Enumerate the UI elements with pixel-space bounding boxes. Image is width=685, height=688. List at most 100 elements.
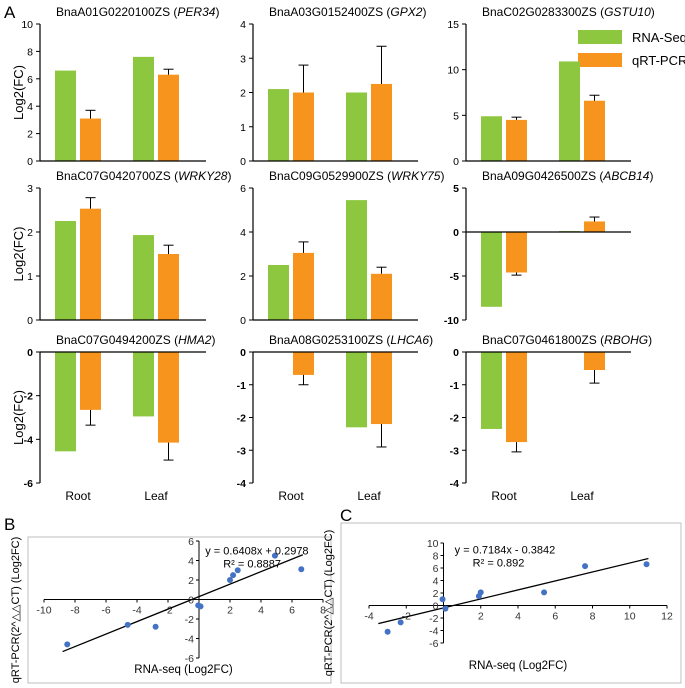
data-point (227, 577, 233, 583)
charts-layer: BnaA01G0220100ZS (PER34)0246810Log2(FC)B… (10, 5, 682, 684)
x-tick-label: 6 (289, 605, 295, 617)
x-tick-label: -6 (101, 605, 110, 617)
y-tick-label: -3 (237, 445, 246, 457)
y-tick-label: 15 (447, 19, 459, 31)
data-point (397, 619, 404, 626)
chart-title: BnaC07G0461800ZS (RBOHG) (482, 333, 652, 347)
y-tick-label: 2 (188, 575, 194, 587)
r-squared-label: R² = 0.892 (473, 558, 525, 570)
bar-qrt-pcr-root (506, 119, 527, 161)
y-axis-label: qRT-PCR(2^△△CT) (Log2FC) (10, 537, 22, 684)
category-label-root: Root (278, 489, 304, 503)
bar-qrt-pcr-root (293, 352, 314, 375)
y-tick-label: 4 (27, 101, 33, 113)
bar-qrt-pcr-leaf (158, 254, 179, 320)
category-label-leaf: Leaf (570, 489, 594, 503)
y-axis-label: Log2(FC) (11, 65, 26, 120)
y-tick-label: -4 (24, 434, 33, 446)
legend-swatch-rna-seq (578, 30, 622, 44)
chart-title: BnaA01G0220100ZS (PER34) (56, 5, 219, 19)
bar-rna-seq-leaf (346, 92, 367, 161)
panel-label-c: C (340, 506, 352, 525)
y-tick-label: 0 (240, 156, 246, 168)
y-axis-label: Log2(FC) (11, 227, 26, 282)
y-tick-label: 5 (453, 110, 459, 122)
y-tick-label: 0 (453, 347, 459, 359)
y-tick-label: 8 (27, 46, 33, 58)
y-tick-label: -4 (237, 478, 246, 490)
y-tick-label: 0 (240, 347, 246, 359)
bar-qrt-pcr-leaf (584, 100, 605, 161)
y-tick-label: 6 (27, 74, 33, 86)
y-tick-label: -2 (24, 391, 33, 403)
bar-qrt-pcr-leaf (371, 273, 392, 320)
y-tick-label: -6 (185, 653, 194, 665)
chart-g8: BnaA08G0253100ZS (LHCA6) -4 -3 -2 -1 0 Root Lea… (237, 333, 433, 503)
x-tick-label: 2 (478, 611, 484, 623)
y-tick-label: -2 (429, 613, 438, 625)
chart-title: BnaC09G0529900ZS (WRKY75) (269, 169, 444, 183)
bar-rna-seq-leaf (346, 352, 367, 428)
x-tick-label: -10 (36, 605, 51, 617)
y-tick-label: 0 (27, 156, 33, 168)
bar-qrt-pcr-leaf (158, 74, 179, 161)
equation-label: y = 0.6408x + 0.2978 (205, 546, 308, 558)
y-tick-label: 0 (453, 227, 459, 239)
y-tick-label: 4 (433, 576, 439, 588)
y-tick-label: 6 (433, 563, 439, 575)
y-tick-label: 4 (188, 556, 194, 568)
bar-rna-seq-leaf (133, 235, 154, 320)
y-axis-label: qRT-PCR(2^△△CT) (Log2FC) (323, 530, 335, 677)
y-tick-label: 4 (240, 19, 246, 31)
chart-title: BnaC07G0420700ZS (WRKY28) (56, 169, 231, 183)
y-tick-label: 2 (27, 227, 33, 239)
category-label-leaf: Leaf (144, 489, 168, 503)
trendline (378, 557, 649, 625)
bar-rna-seq-root (268, 89, 289, 161)
bar-rna-seq-root (481, 352, 502, 429)
bar-rna-seq-root (268, 265, 289, 320)
bar-rna-seq-leaf (346, 200, 367, 320)
y-tick-label: -3 (450, 445, 459, 457)
chart-g4: BnaC07G0420700ZS (WRKY28) 0 1 2 3 Log2(FC) (11, 169, 231, 327)
y-tick-label: -2 (237, 413, 246, 425)
y-tick-label: -6 (429, 638, 438, 650)
bar-qrt-pcr-root (80, 118, 101, 161)
data-point (643, 561, 650, 568)
y-tick-label: -1 (237, 380, 246, 392)
x-tick-label: 8 (590, 611, 596, 623)
y-tick-label: 0 (433, 601, 439, 613)
y-tick-label: -1 (450, 380, 459, 392)
legend-swatch-qrt-pcr (578, 53, 622, 67)
bar-qrt-pcr-root (80, 208, 101, 320)
y-tick-label: -6 (24, 478, 33, 490)
bar-qrt-pcr-leaf (158, 352, 179, 443)
y-tick-label: 2 (27, 129, 33, 141)
y-tick-label: 0 (188, 595, 194, 607)
x-tick-label: -8 (70, 605, 79, 617)
category-label-root: Root (491, 489, 517, 503)
panel-label-b: B (4, 515, 15, 534)
x-tick-label: -4 (132, 605, 141, 617)
bar-rna-seq-leaf (133, 56, 154, 161)
bar-rna-seq-root (55, 352, 76, 452)
x-axis-label: RNA-seq (Log2FC) (134, 664, 233, 676)
legend-label-rna-seq: RNA-Seq (632, 30, 685, 45)
data-point (197, 603, 204, 610)
bar-qrt-pcr-root (293, 252, 314, 320)
data-point (442, 605, 449, 612)
data-point (124, 621, 131, 628)
data-point (384, 628, 391, 635)
y-tick-label: 0 (453, 156, 459, 168)
data-point (234, 567, 241, 574)
bar-rna-seq-leaf (133, 352, 154, 417)
x-tick-label: -2 (163, 605, 172, 617)
y-tick-label: 2 (240, 88, 246, 100)
bar-rna-seq-leaf (559, 61, 580, 161)
y-tick-label: 10 (447, 65, 459, 77)
bar-rna-seq-root (55, 221, 76, 320)
category-label-root: Root (65, 489, 91, 503)
x-tick-label: 8 (320, 605, 326, 617)
